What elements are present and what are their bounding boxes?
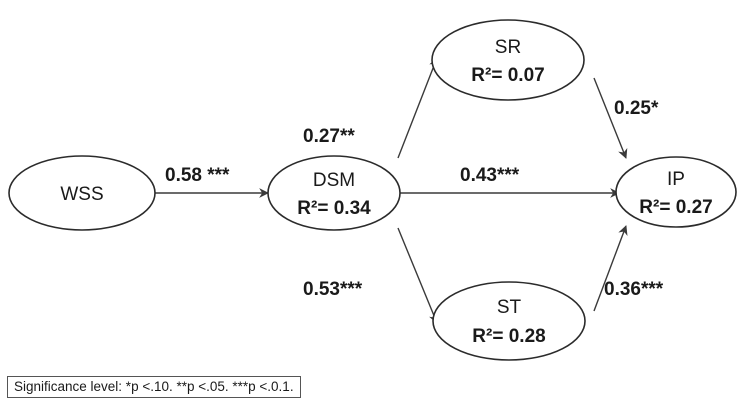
node-ip-ellipse xyxy=(615,156,737,228)
significance-legend: Significance level: *p <.10. **p <.05. *… xyxy=(7,376,301,398)
edge-sr-ip xyxy=(593,77,628,159)
node-wss: WSS xyxy=(8,155,156,231)
edge-label-dsm-st: 0.53*** xyxy=(303,279,363,300)
node-st-r2: R²= 0.28 xyxy=(472,326,545,347)
edge-label-wss-dsm: 0.58 *** xyxy=(165,165,230,186)
node-st-ellipse xyxy=(432,281,586,361)
node-sr-ellipse xyxy=(431,19,585,101)
node-dsm: DSM R²= 0.34 xyxy=(267,155,401,231)
node-st-name: ST xyxy=(497,297,522,318)
edge-label-dsm-sr: 0.27** xyxy=(303,126,355,147)
node-ip-r2: R²= 0.27 xyxy=(639,197,712,218)
edge-labels: 0.58 *** 0.27** 0.43*** 0.53*** 0.25* 0.… xyxy=(165,98,664,300)
node-ip: IP R²= 0.27 xyxy=(615,156,737,228)
node-wss-ellipse xyxy=(8,155,156,231)
node-dsm-ellipse xyxy=(267,155,401,231)
edge-st-ip xyxy=(593,225,628,312)
node-dsm-r2: R²= 0.34 xyxy=(297,198,371,219)
edge-dsm-sr xyxy=(397,57,439,159)
node-st: ST R²= 0.28 xyxy=(432,281,586,361)
edge-label-sr-ip: 0.25* xyxy=(614,98,659,119)
node-sr-r2: R²= 0.07 xyxy=(471,65,544,86)
edge-label-st-ip: 0.36*** xyxy=(604,279,664,300)
edges xyxy=(154,57,628,324)
node-dsm-name: DSM xyxy=(313,170,355,191)
edge-label-dsm-ip: 0.43*** xyxy=(460,165,520,186)
node-wss-name: WSS xyxy=(60,184,103,205)
edge-dsm-st xyxy=(397,227,439,324)
node-sr: SR R²= 0.07 xyxy=(431,19,585,101)
node-ip-name: IP xyxy=(667,169,685,190)
node-sr-name: SR xyxy=(495,37,521,58)
